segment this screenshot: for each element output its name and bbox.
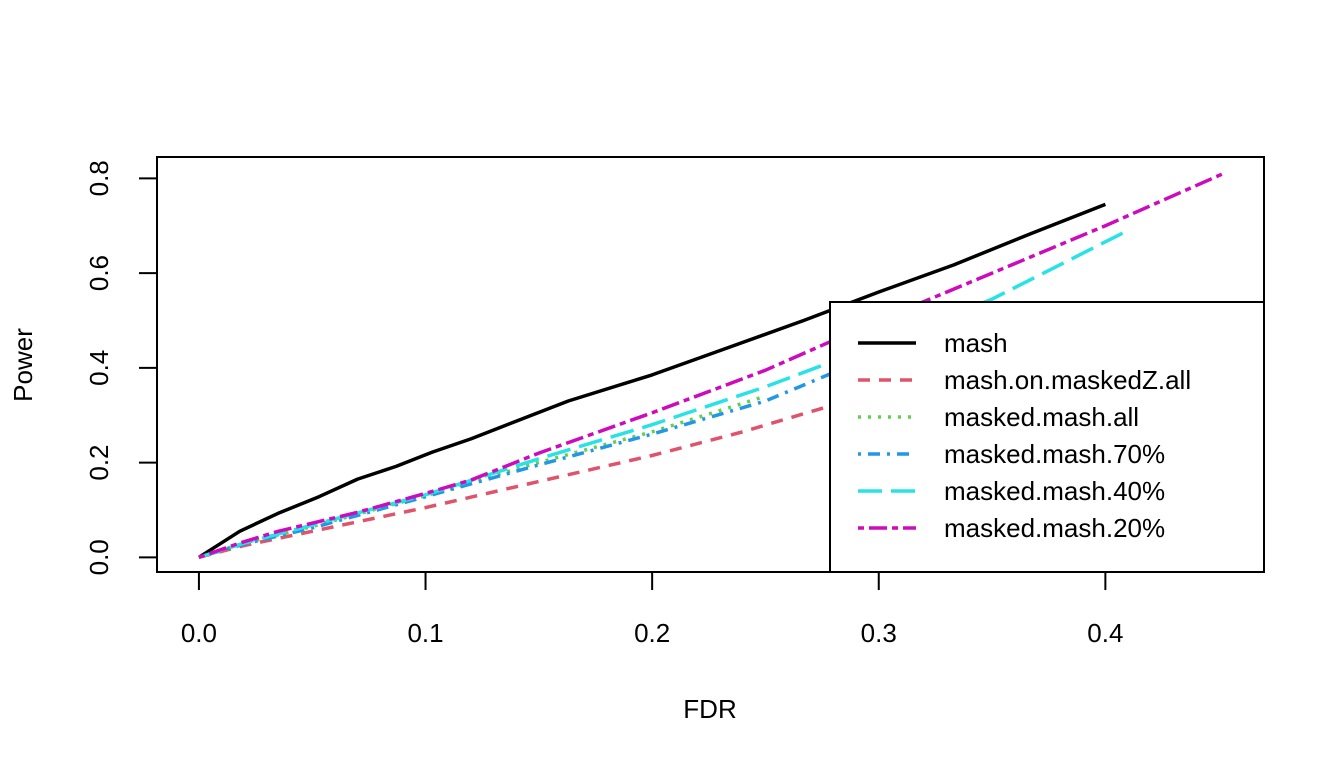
series-line-1 xyxy=(198,389,880,559)
y-tick-label: 0.0 xyxy=(84,539,114,575)
y-axis: 0.0 0.2 0.4 0.6 0.8 xyxy=(84,160,158,575)
x-tick-label: 0.1 xyxy=(407,618,443,648)
legend-label-1: mash.on.maskedZ.all xyxy=(944,365,1191,395)
x-tick-label: 0.2 xyxy=(634,618,670,648)
series-line-0 xyxy=(197,202,1107,559)
y-tick-label: 0.2 xyxy=(84,444,114,480)
series-line-5 xyxy=(198,171,1224,559)
y-tick-label: 0.8 xyxy=(84,160,114,196)
legend-label-2: masked.mash.all xyxy=(944,402,1139,432)
legend-label-3: masked.mash.70% xyxy=(944,439,1165,469)
series-line-2 xyxy=(198,394,767,559)
y-tick-label: 0.4 xyxy=(84,350,114,386)
legend-label-5: masked.mash.20% xyxy=(944,513,1165,543)
y-axis-title: Power xyxy=(8,328,38,402)
y-tick-label: 0.6 xyxy=(84,255,114,291)
x-axis-title: FDR xyxy=(683,694,736,724)
legend-label-0: mash xyxy=(944,328,1008,358)
x-tick-label: 0.4 xyxy=(1087,618,1123,648)
x-tick-label: 0.3 xyxy=(861,618,897,648)
legend-label-4: masked.mash.40% xyxy=(944,476,1165,506)
x-tick-label: 0.0 xyxy=(181,618,217,648)
x-axis: 0.0 0.1 0.2 0.3 0.4 xyxy=(181,571,1123,648)
legend: mash mash.on.maskedZ.all masked.mash.all ma… xyxy=(829,301,1265,573)
legend-box xyxy=(829,301,1265,573)
series-line-3 xyxy=(198,351,880,559)
